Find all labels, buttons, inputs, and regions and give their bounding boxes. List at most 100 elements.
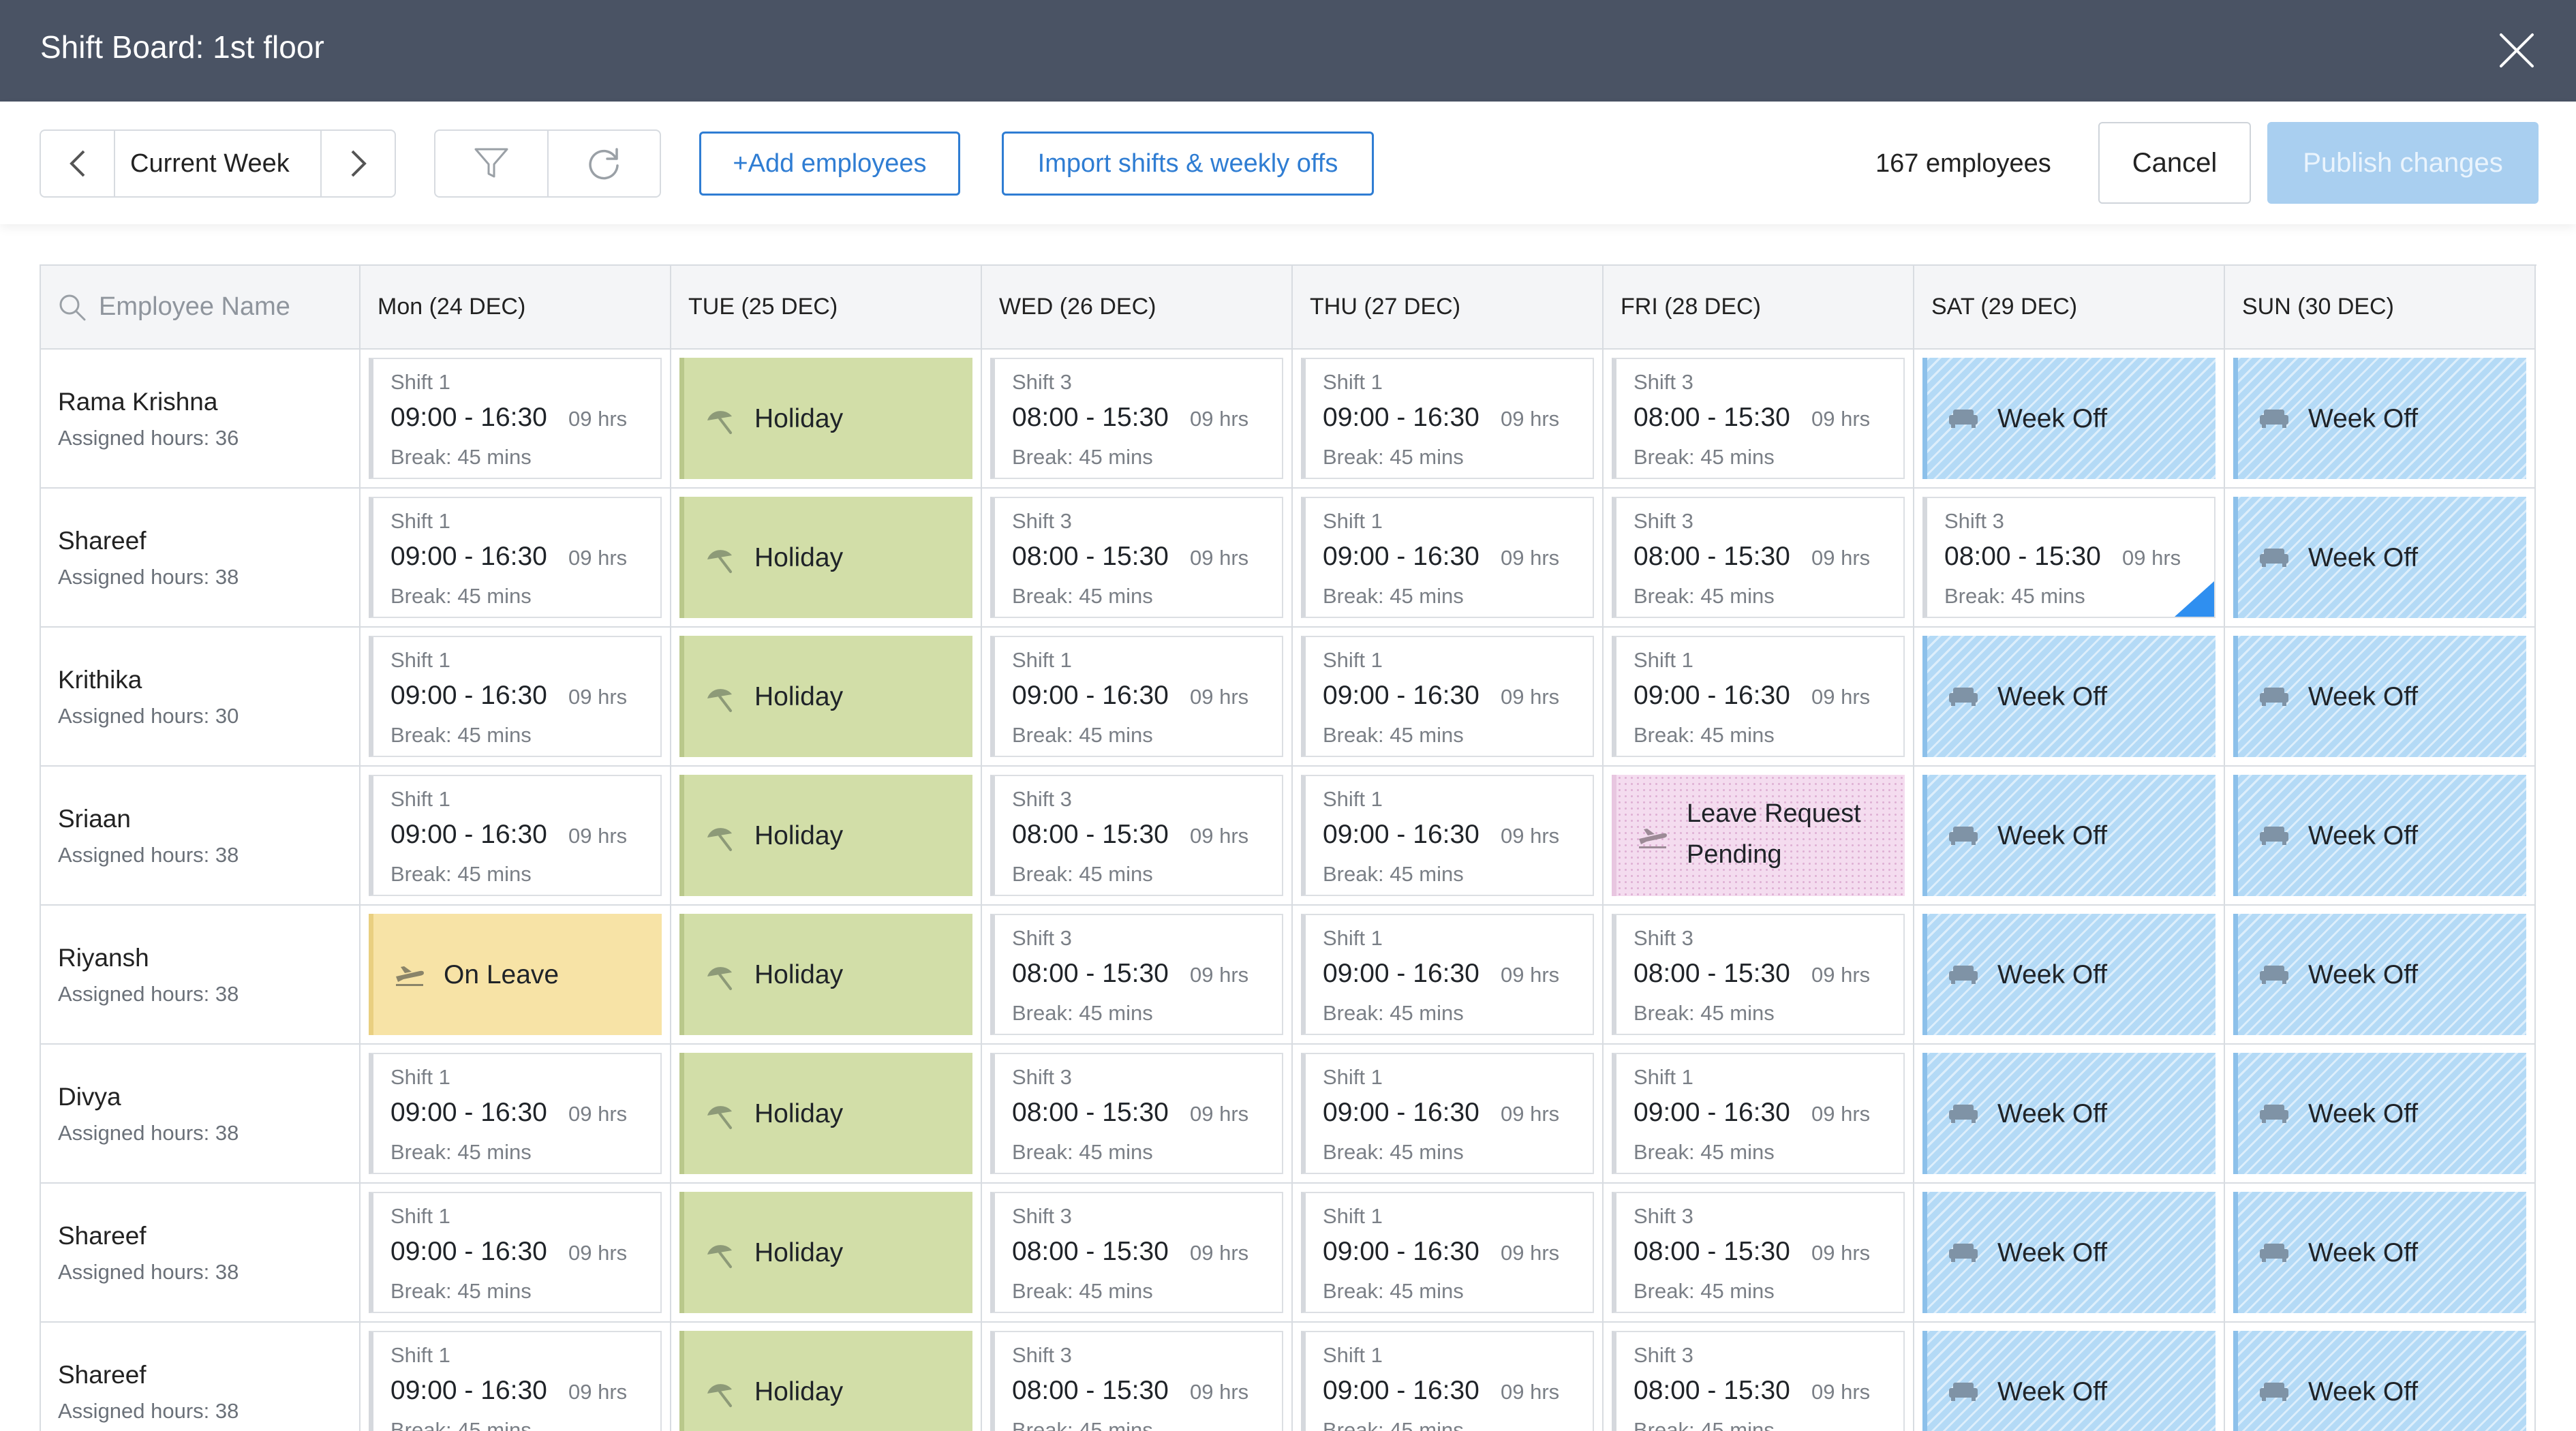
next-week-button[interactable]: [322, 131, 395, 196]
holiday-card[interactable]: Holiday: [679, 775, 972, 896]
holiday-card[interactable]: Holiday: [679, 1331, 972, 1431]
assigned-hours: Assigned hours: 30: [58, 704, 239, 728]
shift-time: 08:00 - 15:30: [1012, 403, 1169, 432]
shift-card[interactable]: Shift 1 09:00 - 16:30 09 hrs Break: 45 m…: [1301, 1053, 1594, 1174]
employee-row-header[interactable]: Shareef Assigned hours: 38: [41, 1323, 361, 1431]
employee-row-header[interactable]: Sriaan Assigned hours: 38: [41, 767, 361, 906]
add-employees-button[interactable]: +Add employees: [699, 132, 960, 196]
week-off-card[interactable]: Week Off: [2233, 914, 2526, 1035]
shift-card[interactable]: Shift 1 09:00 - 16:30 09 hrs Break: 45 m…: [1301, 497, 1594, 618]
filter-icon: [474, 148, 508, 178]
holiday-card[interactable]: Holiday: [679, 914, 972, 1035]
shift-card[interactable]: Shift 1 09:00 - 16:30 09 hrs Break: 45 m…: [1301, 1192, 1594, 1313]
shift-name: Shift 1: [390, 787, 450, 811]
publish-changes-button[interactable]: Publish changes: [2267, 122, 2539, 204]
shift-card[interactable]: Shift 3 08:00 - 15:30 09 hrs Break: 45 m…: [990, 497, 1283, 618]
shift-card[interactable]: Shift 3 08:00 - 15:30 09 hrs Break: 45 m…: [1612, 497, 1905, 618]
holiday-card[interactable]: Holiday: [679, 497, 972, 618]
shift-card[interactable]: Shift 3 08:00 - 15:30 09 hrs Break: 45 m…: [990, 358, 1283, 479]
week-off-card[interactable]: Week Off: [2233, 497, 2526, 618]
shift-card[interactable]: Shift 1 09:00 - 16:30 09 hrs Break: 45 m…: [369, 358, 662, 479]
leave-request-pending-card[interactable]: Leave Request Pending: [1612, 775, 1905, 896]
employee-row-header[interactable]: Shareef Assigned hours: 38: [41, 1184, 361, 1323]
employee-row-header[interactable]: Divya Assigned hours: 38: [41, 1045, 361, 1184]
shift-name: Shift 3: [1944, 509, 2004, 533]
import-shifts-button[interactable]: Import shifts & weekly offs: [1002, 132, 1374, 196]
filter-button[interactable]: [435, 131, 547, 196]
week-off-card[interactable]: Week Off: [1922, 1053, 2215, 1174]
shift-time: 09:00 - 16:30: [1323, 1376, 1479, 1405]
shift-time: 08:00 - 15:30: [1634, 403, 1790, 432]
shift-break: Break: 45 mins: [1012, 1001, 1153, 1025]
week-off-card[interactable]: Week Off: [2233, 358, 2526, 479]
shift-card[interactable]: Shift 1 09:00 - 16:30 09 hrs Break: 45 m…: [1301, 914, 1594, 1035]
week-off-card[interactable]: Week Off: [2233, 775, 2526, 896]
holiday-card[interactable]: Holiday: [679, 636, 972, 757]
holiday-card[interactable]: Holiday: [679, 1192, 972, 1313]
close-icon[interactable]: [2497, 31, 2536, 70]
assigned-hours: Assigned hours: 38: [58, 1260, 239, 1284]
on-leave-card[interactable]: On Leave: [369, 914, 662, 1035]
day-cell: Holiday: [671, 628, 982, 767]
shift-card[interactable]: Shift 3 08:00 - 15:30 09 hrs Break: 45 m…: [1612, 914, 1905, 1035]
week-off-card[interactable]: Week Off: [1922, 775, 2215, 896]
week-off-card[interactable]: Week Off: [1922, 636, 2215, 757]
shift-card[interactable]: Shift 1 09:00 - 16:30 09 hrs Break: 45 m…: [1301, 1331, 1594, 1431]
employee-row-header[interactable]: Rama Krishna Assigned hours: 36: [41, 350, 361, 489]
shift-card[interactable]: Shift 1 09:00 - 16:30 09 hrs Break: 45 m…: [369, 1331, 662, 1431]
week-off-card-label: Week Off: [2308, 960, 2419, 989]
shift-card[interactable]: Shift 1 09:00 - 16:30 09 hrs Break: 45 m…: [1301, 775, 1594, 896]
sofa-icon: [1949, 966, 1978, 984]
shift-time: 09:00 - 16:30: [390, 1237, 547, 1266]
shift-time: 09:00 - 16:30: [1634, 681, 1790, 710]
day-cell: Shift 1 09:00 - 16:30 09 hrs Break: 45 m…: [361, 767, 671, 906]
week-off-card-label: Week Off: [2308, 404, 2419, 433]
shift-name: Shift 3: [1634, 1343, 1693, 1367]
search-input[interactable]: Employee Name: [99, 292, 290, 321]
shift-card[interactable]: Shift 1 09:00 - 16:30 09 hrs Break: 45 m…: [369, 775, 662, 896]
shift-card[interactable]: Shift 1 09:00 - 16:30 09 hrs Break: 45 m…: [1301, 358, 1594, 479]
shift-card[interactable]: Shift 1 09:00 - 16:30 09 hrs Break: 45 m…: [1612, 1053, 1905, 1174]
week-off-card[interactable]: Week Off: [1922, 914, 2215, 1035]
shift-card[interactable]: Shift 3 08:00 - 15:30 09 hrs Break: 45 m…: [990, 775, 1283, 896]
shift-card[interactable]: Shift 3 08:00 - 15:30 09 hrs Break: 45 m…: [990, 914, 1283, 1035]
shift-card[interactable]: Shift 3 08:00 - 15:30 09 hrs Break: 45 m…: [1922, 497, 2215, 618]
shift-card[interactable]: Shift 1 09:00 - 16:30 09 hrs Break: 45 m…: [1301, 636, 1594, 757]
shift-card[interactable]: Shift 1 09:00 - 16:30 09 hrs Break: 45 m…: [369, 1053, 662, 1174]
shift-name: Shift 3: [1634, 926, 1693, 950]
shift-card[interactable]: Shift 3 08:00 - 15:30 09 hrs Break: 45 m…: [990, 1192, 1283, 1313]
refresh-button[interactable]: [547, 131, 660, 196]
current-week-label[interactable]: Current Week: [114, 131, 322, 196]
week-off-card[interactable]: Week Off: [1922, 358, 2215, 479]
week-off-card[interactable]: Week Off: [2233, 1192, 2526, 1313]
shift-card[interactable]: Shift 1 09:00 - 16:30 09 hrs Break: 45 m…: [369, 636, 662, 757]
shift-card[interactable]: Shift 1 09:00 - 16:30 09 hrs Break: 45 m…: [369, 497, 662, 618]
day-cell: Shift 3 08:00 - 15:30 09 hrs Break: 45 m…: [982, 1045, 1293, 1184]
week-off-card[interactable]: Week Off: [2233, 636, 2526, 757]
previous-week-button[interactable]: [41, 131, 114, 196]
week-off-card[interactable]: Week Off: [1922, 1192, 2215, 1313]
week-off-card[interactable]: Week Off: [1922, 1331, 2215, 1431]
employee-row-header[interactable]: Shareef Assigned hours: 38: [41, 489, 361, 628]
shift-card[interactable]: Shift 3 08:00 - 15:30 09 hrs Break: 45 m…: [1612, 1192, 1905, 1313]
shift-card[interactable]: Shift 1 09:00 - 16:30 09 hrs Break: 45 m…: [990, 636, 1283, 757]
shift-card[interactable]: Shift 3 08:00 - 15:30 09 hrs Break: 45 m…: [990, 1331, 1283, 1431]
refresh-icon: [589, 148, 619, 180]
shift-card[interactable]: Shift 3 08:00 - 15:30 09 hrs Break: 45 m…: [1612, 1331, 1905, 1431]
shift-name: Shift 1: [390, 1065, 450, 1089]
shift-card[interactable]: Shift 3 08:00 - 15:30 09 hrs Break: 45 m…: [1612, 358, 1905, 479]
shift-card[interactable]: Shift 1 09:00 - 16:30 09 hrs Break: 45 m…: [369, 1192, 662, 1313]
week-off-card[interactable]: Week Off: [2233, 1331, 2526, 1431]
employee-search[interactable]: Employee Name: [41, 292, 290, 322]
shift-card[interactable]: Shift 3 08:00 - 15:30 09 hrs Break: 45 m…: [990, 1053, 1283, 1174]
holiday-card[interactable]: Holiday: [679, 1053, 972, 1174]
week-off-card[interactable]: Week Off: [2233, 1053, 2526, 1174]
shift-time: 08:00 - 15:30: [1012, 959, 1169, 988]
shift-card[interactable]: Shift 1 09:00 - 16:30 09 hrs Break: 45 m…: [1612, 636, 1905, 757]
shift-name: Shift 3: [1012, 1065, 1072, 1089]
shift-duration: 09 hrs: [1811, 1380, 1871, 1404]
holiday-card[interactable]: Holiday: [679, 358, 972, 479]
employee-row-header[interactable]: Krithika Assigned hours: 30: [41, 628, 361, 767]
cancel-button[interactable]: Cancel: [2098, 122, 2251, 204]
employee-row-header[interactable]: Riyansh Assigned hours: 38: [41, 906, 361, 1045]
